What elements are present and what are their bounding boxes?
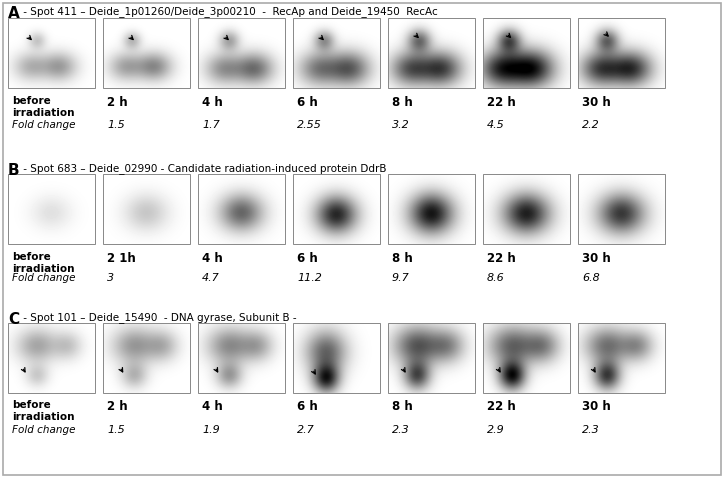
Text: 6 h: 6 h (297, 252, 318, 265)
Text: 22 h: 22 h (487, 252, 515, 265)
Text: 22 h: 22 h (487, 400, 515, 413)
Text: Fold change: Fold change (12, 120, 75, 130)
Text: 2 1h: 2 1h (107, 252, 136, 265)
Bar (8, 174, 95, 244)
Text: 2.3: 2.3 (392, 425, 410, 435)
Text: 4 h: 4 h (202, 400, 223, 413)
Text: 2.3: 2.3 (582, 425, 599, 435)
Text: 1.5: 1.5 (107, 425, 125, 435)
Bar (103, 174, 190, 244)
Text: 3: 3 (107, 273, 114, 283)
Bar (578, 174, 665, 244)
Bar (198, 323, 285, 393)
Bar (578, 323, 665, 393)
Bar (388, 174, 475, 244)
Text: Fold change: Fold change (12, 425, 75, 435)
Text: 3.2: 3.2 (392, 120, 410, 130)
Text: 30 h: 30 h (582, 252, 611, 265)
Text: before
irradiation: before irradiation (12, 252, 75, 274)
Text: before
irradiation: before irradiation (12, 400, 75, 423)
Text: 2.2: 2.2 (582, 120, 599, 130)
Bar (198, 174, 285, 244)
Text: 2 h: 2 h (107, 96, 127, 109)
Text: 4.5: 4.5 (487, 120, 505, 130)
Bar (388, 18, 475, 88)
Text: 1.5: 1.5 (107, 120, 125, 130)
Bar (293, 174, 380, 244)
Bar (293, 18, 380, 88)
Text: B: B (8, 163, 20, 178)
Text: 2 h: 2 h (107, 400, 127, 413)
Bar (8, 18, 95, 88)
Text: 2.55: 2.55 (297, 120, 322, 130)
Bar (388, 323, 475, 393)
Bar (483, 18, 570, 88)
Text: 4.7: 4.7 (202, 273, 220, 283)
Text: 30 h: 30 h (582, 96, 611, 109)
Text: 6 h: 6 h (297, 400, 318, 413)
Text: 4 h: 4 h (202, 96, 223, 109)
Bar (483, 323, 570, 393)
Text: 4 h: 4 h (202, 252, 223, 265)
Text: - Spot 101 – Deide_15490  - DNA gyrase, Subunit B -: - Spot 101 – Deide_15490 - DNA gyrase, S… (20, 312, 297, 323)
Text: 22 h: 22 h (487, 96, 515, 109)
Text: 1.7: 1.7 (202, 120, 220, 130)
Bar (198, 18, 285, 88)
Text: - Spot 411 – Deide_1p01260/Deide_3p00210  -  RecAp and Deide_19450  RecAc: - Spot 411 – Deide_1p01260/Deide_3p00210… (20, 6, 438, 17)
Bar (293, 323, 380, 393)
Bar (8, 323, 95, 393)
Text: 11.2: 11.2 (297, 273, 322, 283)
Text: 8.6: 8.6 (487, 273, 505, 283)
Bar (103, 18, 190, 88)
Text: 30 h: 30 h (582, 400, 611, 413)
Bar (578, 18, 665, 88)
Text: 9.7: 9.7 (392, 273, 410, 283)
Text: 8 h: 8 h (392, 400, 413, 413)
Text: 8 h: 8 h (392, 96, 413, 109)
Text: A: A (8, 6, 20, 21)
Text: Fold change: Fold change (12, 273, 75, 283)
Text: 8 h: 8 h (392, 252, 413, 265)
Text: 6.8: 6.8 (582, 273, 599, 283)
Text: C: C (8, 312, 19, 327)
Text: 2.7: 2.7 (297, 425, 315, 435)
Text: - Spot 683 – Deide_02990 - Candidate radiation-induced protein DdrB: - Spot 683 – Deide_02990 - Candidate rad… (20, 163, 387, 174)
Bar (483, 174, 570, 244)
Bar (103, 323, 190, 393)
Text: 6 h: 6 h (297, 96, 318, 109)
Text: 1.9: 1.9 (202, 425, 220, 435)
Text: 2.9: 2.9 (487, 425, 505, 435)
Text: before
irradiation: before irradiation (12, 96, 75, 119)
